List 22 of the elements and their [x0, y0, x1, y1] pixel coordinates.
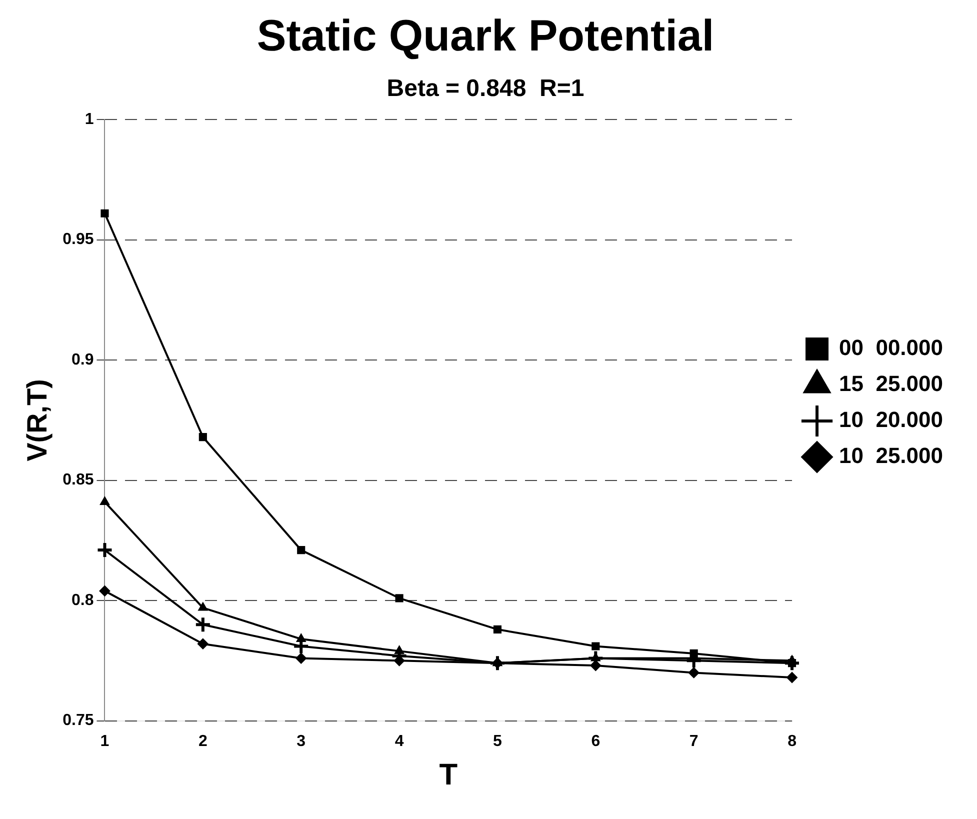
y-tick-label: 1 [84, 111, 94, 128]
x-tick-label: 5 [493, 732, 502, 750]
x-tick-label: 6 [591, 732, 600, 750]
x-tick-label: 2 [198, 732, 208, 750]
chart-title: Static Quark Potential [256, 12, 714, 61]
y-axis-title: V(R,T) [22, 378, 53, 462]
y-tick-label: 0.75 [62, 712, 94, 730]
x-tick-label: 7 [689, 732, 698, 750]
y-tick-label: 0.95 [62, 231, 94, 248]
legend-label: 00 00.000 [839, 335, 943, 360]
legend-label: 10 25.000 [839, 443, 943, 468]
x-tick-label: 4 [394, 732, 404, 750]
y-tick-label: 0.8 [71, 592, 94, 609]
chart-subtitle: Beta = 0.848 R=1 [386, 74, 584, 102]
x-axis-title: T [439, 758, 458, 792]
x-tick-label: 8 [788, 732, 797, 750]
y-tick-label: 0.9 [71, 351, 94, 368]
x-tick-label: 3 [296, 732, 306, 750]
legend-label: 10 20.000 [839, 407, 943, 432]
legend-label: 15 25.000 [839, 371, 943, 396]
x-tick-label: 1 [100, 732, 110, 750]
y-tick-label: 0.85 [62, 472, 94, 489]
